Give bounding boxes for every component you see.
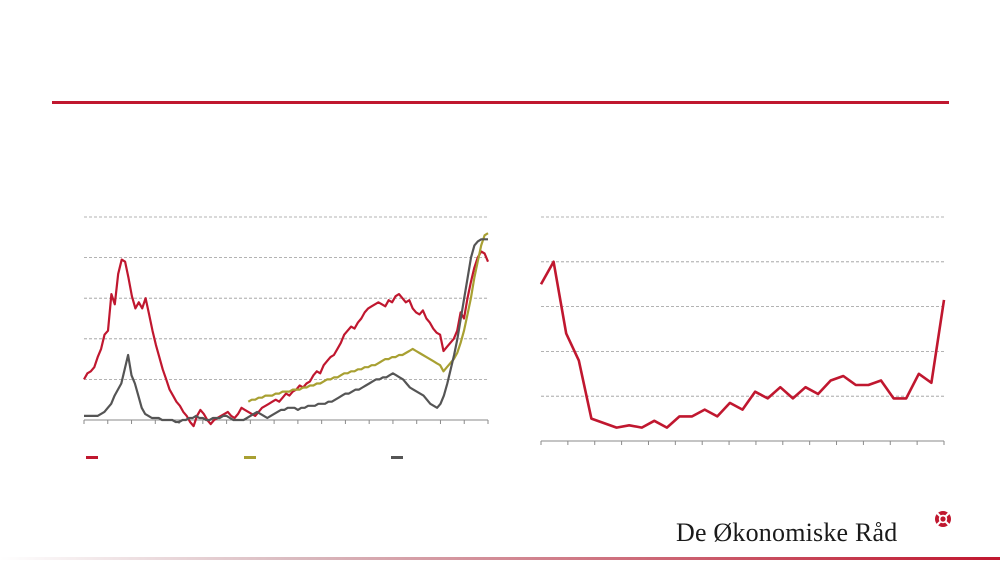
legend-swatch-gray	[391, 455, 403, 459]
legend-swatch-olive	[244, 455, 256, 459]
series-line-3	[84, 238, 488, 424]
legend-swatch-red	[86, 455, 98, 459]
series-line-2	[247, 232, 489, 403]
header-rule	[52, 101, 949, 104]
series-line-1	[83, 250, 490, 428]
legend-item-1	[86, 452, 98, 462]
legend-item-2	[244, 452, 256, 462]
logo-text: De Økonomiske Råd	[676, 518, 898, 547]
footer-rule	[0, 557, 1000, 560]
cross-in-circle-icon	[935, 511, 951, 527]
series-line-1	[539, 260, 946, 429]
legend-item-3	[391, 452, 403, 462]
